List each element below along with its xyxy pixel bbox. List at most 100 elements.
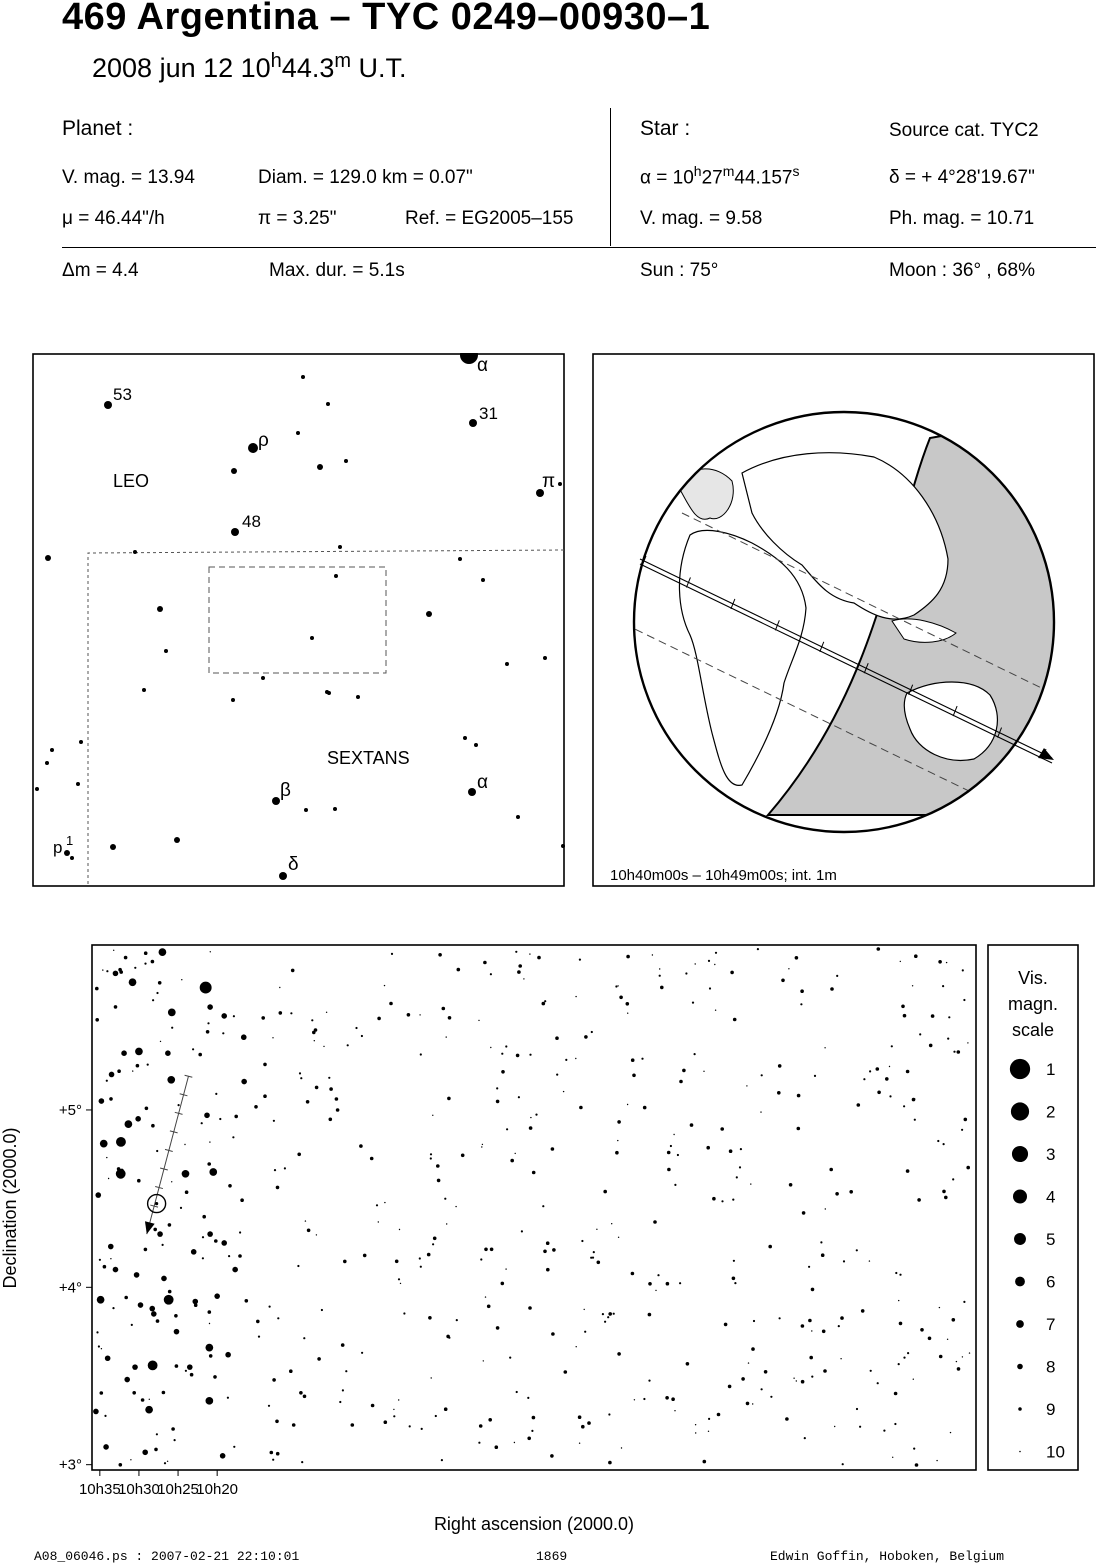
field-star — [952, 1178, 955, 1181]
field-star — [899, 960, 901, 963]
field-star — [369, 1156, 374, 1161]
track-tick — [774, 620, 780, 631]
field-star — [657, 1274, 660, 1277]
globe-panel: 10h40m00s – 10h49m00s; int. 1m — [592, 353, 1095, 887]
field-star — [495, 1099, 500, 1104]
field-star — [116, 1167, 121, 1171]
chart-star — [112, 1266, 119, 1273]
field-star — [604, 1320, 607, 1323]
field-star — [963, 1300, 966, 1303]
path-tick — [169, 1130, 178, 1134]
australia-outline — [903, 681, 998, 761]
field-star — [951, 1318, 956, 1322]
field-star — [120, 1168, 124, 1173]
field-star — [734, 1282, 737, 1285]
track-tick — [641, 555, 647, 567]
field-star — [207, 1162, 211, 1166]
field-star — [306, 1228, 311, 1233]
field-star — [201, 1236, 205, 1239]
field-star — [531, 1170, 536, 1175]
field-star — [134, 966, 137, 969]
mag-scale-label: 10 — [1046, 1443, 1065, 1462]
field-star — [695, 1432, 697, 1434]
field-star — [509, 1356, 512, 1359]
field-star — [948, 1016, 951, 1019]
field-star — [167, 1223, 172, 1227]
asia-outline — [741, 452, 949, 620]
field-star — [863, 1078, 866, 1081]
track-tick — [730, 598, 736, 610]
field-star — [119, 970, 123, 974]
field-star — [723, 1322, 728, 1327]
field-star — [577, 1415, 582, 1419]
field-star — [346, 1044, 349, 1047]
field-star — [708, 987, 712, 990]
finder-star — [426, 611, 432, 617]
field-star — [750, 1183, 752, 1185]
field-star — [184, 1143, 186, 1146]
finder-star — [164, 649, 168, 653]
y-tick-label: +5° — [59, 1102, 82, 1119]
field-star — [876, 1382, 879, 1385]
field-star — [752, 1403, 754, 1405]
field-star — [213, 1375, 217, 1379]
star-label-31: 31 — [479, 404, 498, 423]
field-star — [317, 1357, 321, 1361]
field-star — [161, 1390, 166, 1395]
field-star — [438, 953, 442, 957]
field-star — [143, 1247, 148, 1252]
chart-star — [163, 1294, 174, 1305]
finder-star — [64, 850, 70, 856]
field-star — [432, 1114, 434, 1116]
chart-star — [116, 1136, 126, 1147]
chart-star — [165, 1050, 171, 1056]
chart-star — [167, 1075, 176, 1084]
field-star — [205, 1030, 210, 1034]
field-star — [655, 1289, 657, 1292]
mag-scale-dot — [1013, 1189, 1027, 1204]
field-star — [581, 1424, 585, 1429]
africa-outline — [678, 529, 807, 786]
path-tick — [159, 1167, 168, 1171]
field-star — [905, 1169, 910, 1173]
field-star — [551, 1332, 555, 1336]
field-star — [328, 1117, 333, 1122]
field-star — [432, 1243, 435, 1246]
field-star — [263, 1094, 267, 1098]
field-star — [942, 985, 945, 988]
finder-star — [110, 844, 116, 850]
field-star — [275, 1419, 279, 1424]
field-star — [626, 1103, 629, 1106]
chart-star — [108, 1071, 115, 1078]
europe-outline — [677, 468, 734, 520]
field-star — [156, 991, 159, 995]
planet-diameter: Diam. = 129.0 km = 0.07" — [258, 167, 473, 188]
field-star — [393, 1415, 396, 1418]
field-star — [275, 1451, 280, 1456]
shadow-direction-arrow — [1038, 748, 1054, 760]
field-star — [938, 1306, 941, 1309]
field-star — [436, 1164, 440, 1168]
field-star — [305, 1100, 310, 1104]
field-star — [905, 1069, 910, 1074]
mag-scale-dot — [1016, 1320, 1024, 1328]
field-star — [518, 964, 522, 968]
field-star — [714, 963, 716, 966]
field-star — [619, 995, 623, 1000]
field-star — [350, 1423, 355, 1427]
field-star — [953, 1050, 956, 1053]
finder-star — [133, 550, 137, 554]
chart-star — [112, 970, 119, 977]
field-star — [550, 1454, 554, 1458]
field-star — [682, 1068, 686, 1073]
field-star — [443, 1407, 448, 1411]
field-star — [171, 1181, 173, 1183]
chart-star — [147, 1360, 158, 1371]
field-star — [665, 1281, 670, 1286]
field-star — [137, 1178, 141, 1183]
chart-star — [133, 1272, 140, 1278]
field-star — [546, 1267, 550, 1272]
mag-scale-dot — [1015, 1276, 1025, 1287]
field-star — [428, 1316, 432, 1320]
mag-scale-label: 2 — [1046, 1103, 1055, 1122]
